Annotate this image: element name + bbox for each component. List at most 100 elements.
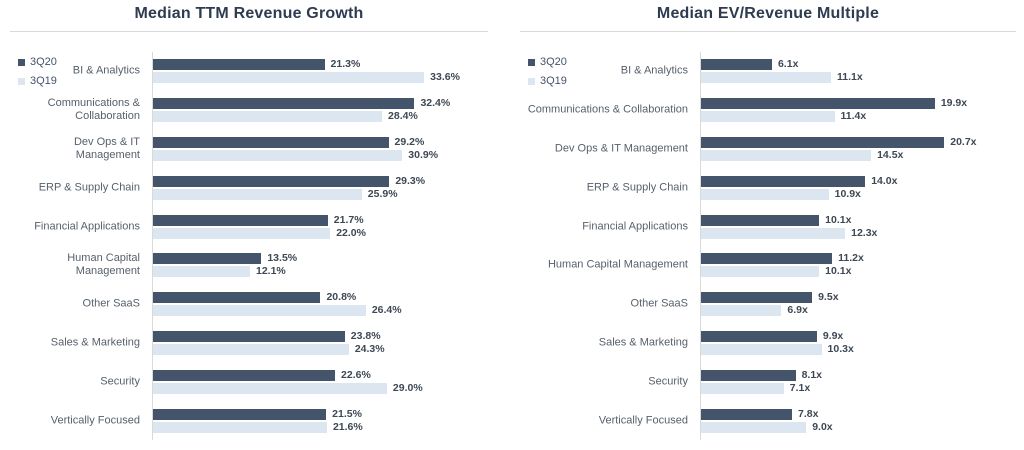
value-label: 7.8x [798, 407, 819, 420]
bar-3q19 [700, 382, 784, 394]
legend: 3Q20 3Q19 [528, 56, 567, 87]
category-row: Sales & Marketing 9.9x 10.3x [520, 324, 1016, 363]
value-label: 10.9x [834, 187, 861, 200]
bar-stack: 32.4% 28.4% [152, 98, 450, 123]
bar-3q20 [700, 330, 817, 342]
category-label: ERP & Supply Chain [38, 181, 140, 194]
bar-3q19 [700, 305, 782, 317]
category-label: Security [100, 375, 140, 388]
category-row: Other SaaS 9.5x 6.9x [520, 285, 1016, 324]
category-label: Communications & Collaboration [47, 97, 140, 123]
bar-line: 14.5x [700, 148, 977, 161]
category-label: BI & Analytics [72, 64, 140, 77]
category-label: Sales & Marketing [598, 336, 688, 349]
bar-3q20 [152, 408, 327, 420]
legend-item-3q19: 3Q19 [18, 75, 57, 87]
bar-3q19 [152, 149, 403, 161]
bar-line: 9.0x [700, 421, 833, 433]
category-row: Other SaaS 20.8% 26.4% [10, 285, 488, 324]
y-axis-line [152, 52, 153, 440]
category-label: Financial Applications [34, 220, 140, 233]
category-label: Vertically Focused [50, 414, 140, 427]
category-row: Dev Ops & IT Management 29.2% 30.9% [10, 130, 488, 169]
bar-line: 20.8% [152, 292, 402, 304]
bar-stack: 20.7x 14.5x [700, 136, 977, 161]
bar-stack: 14.0x 10.9x [700, 174, 898, 200]
bar-3q19 [152, 111, 383, 123]
bar-line: 29.3% [152, 174, 426, 187]
bar-line: 10.3x [700, 343, 854, 355]
bar-stack: 21.7% 22.0% [152, 214, 366, 239]
value-label: 30.9% [408, 148, 439, 161]
bar-line: 21.6% [152, 421, 363, 433]
value-label: 29.3% [395, 174, 426, 187]
bar-3q19 [152, 266, 250, 278]
category-row: Security 8.1x 7.1x [520, 362, 1016, 401]
bar-line: 21.5% [152, 408, 363, 420]
category-row: ERP & Supply Chain 14.0x 10.9x [520, 168, 1016, 207]
value-label: 33.6% [430, 71, 460, 84]
legend-swatch [528, 58, 535, 66]
legend-item-3q20: 3Q20 [528, 56, 567, 68]
category-row: Communications & Collaboration 19.9x 11.4x [520, 91, 1016, 130]
bar-line: 11.1x [700, 72, 863, 84]
category-label: Human Capital Management [547, 258, 688, 271]
category-label: Dev Ops & IT Management [73, 135, 140, 161]
category-row: Vertically Focused 21.5% 21.6% [10, 401, 488, 440]
category-label: Other SaaS [630, 297, 688, 310]
value-label: 10.1x [825, 213, 852, 226]
bar-3q19 [152, 72, 425, 84]
chart-title: Median TTM Revenue Growth [134, 5, 364, 22]
bar-line: 13.5% [152, 252, 298, 265]
bar-3q20 [700, 175, 866, 187]
value-label: 29.0% [392, 381, 423, 394]
value-label: 8.1x [801, 368, 823, 381]
bar-stack: 7.8x 9.0x [700, 407, 833, 433]
bar-3q19 [700, 266, 820, 278]
value-label: 6.9x [787, 304, 808, 317]
bar-stack: 19.9x 11.4x [700, 98, 967, 123]
bar-3q20 [700, 136, 945, 148]
bar-line: 14.0x [700, 174, 898, 187]
bar-line: 10.9x [700, 187, 897, 200]
legend-swatch [528, 77, 535, 85]
bar-line: 24.3% [152, 343, 385, 355]
bar-line: 28.4% [152, 111, 450, 123]
value-label: 23.8% [350, 329, 381, 342]
category-label: Communications & Collaboration [527, 103, 688, 116]
bar-3q20 [152, 369, 336, 381]
bar-line: 7.8x [700, 407, 833, 420]
value-label: 14.5x [877, 148, 904, 161]
bar-line: 9.5x [700, 292, 839, 304]
value-label: 26.4% [371, 304, 402, 317]
bar-3q19 [700, 227, 846, 239]
bar-3q19 [152, 421, 327, 433]
bar-line: 21.7% [152, 214, 366, 226]
category-row: Financial Applications 10.1x 12.3x [520, 207, 1016, 246]
category-row: Financial Applications 21.7% 22.0% [10, 207, 488, 246]
bar-3q19 [152, 382, 387, 394]
bar-stack: 10.1x 12.3x [700, 213, 877, 239]
bar-line: 6.1x [700, 59, 863, 71]
category-label: Vertically Focused [598, 414, 688, 427]
value-label: 11.2x [838, 252, 864, 265]
bar-line: 7.1x [700, 382, 822, 394]
value-label: 22.6% [341, 368, 371, 381]
plot-area: 3Q20 3Q19 BI & Analytics 21.3% 33.6% Communi… [10, 52, 488, 440]
bar-3q20 [152, 214, 328, 226]
bar-line: 20.7x [700, 136, 977, 148]
ev-revenue-multiple-chart: Median EV/Revenue Multiple 3Q20 3Q19 BI &… [520, 0, 1016, 440]
legend-swatch [18, 58, 25, 66]
category-row: Vertically Focused 7.8x 9.0x [520, 401, 1016, 440]
category-row: Security 22.6% 29.0% [10, 362, 488, 401]
bar-stack: 13.5% 12.1% [152, 252, 298, 278]
bar-3q19 [700, 149, 872, 161]
value-label: 14.0x [871, 174, 898, 187]
value-label: 12.1% [256, 265, 286, 278]
category-row: Communications & Collaboration 32.4% 28.4% [10, 91, 488, 130]
value-label: 13.5% [267, 252, 298, 265]
category-label: Other SaaS [82, 297, 140, 310]
category-label: BI & Analytics [620, 64, 688, 77]
legend-label: 3Q20 [30, 56, 57, 68]
bar-stack: 21.3% 33.6% [152, 59, 460, 84]
